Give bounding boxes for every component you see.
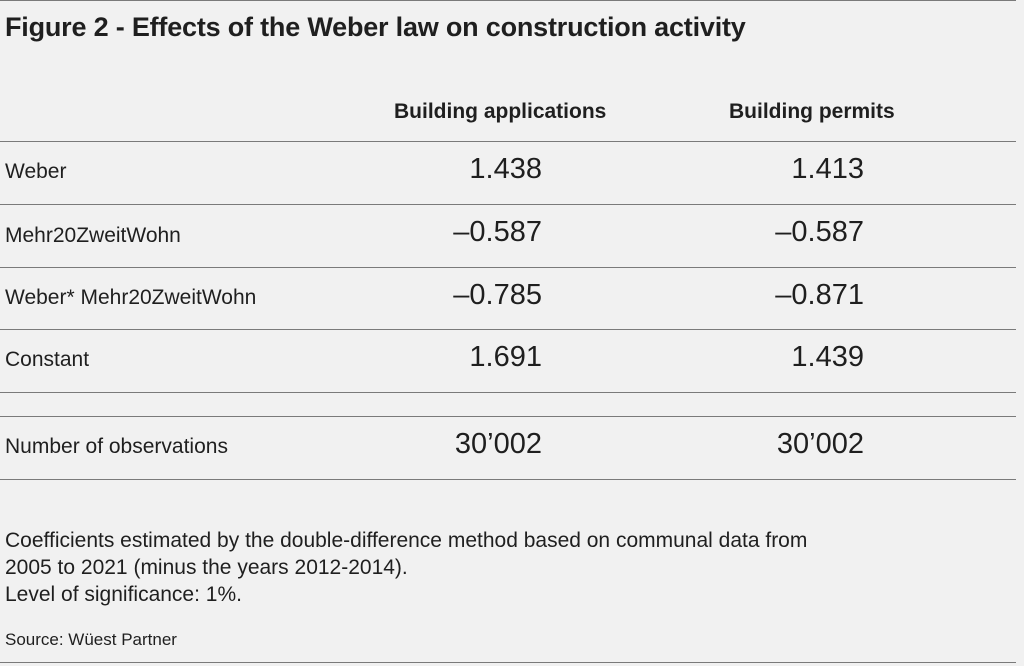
cell-mehr20-permits: –0.587	[775, 216, 864, 248]
footer-rule	[0, 662, 1016, 663]
cell-interaction-permits: –0.871	[775, 279, 864, 311]
row-label-weber: Weber	[5, 160, 67, 183]
source-note: Source: Wüest Partner	[5, 630, 177, 649]
footnote-line: Coefficients estimated by the double-dif…	[5, 529, 808, 552]
cell-observations-permits: 30’002	[776, 428, 864, 460]
row-label-mehr20zweitwohn: Mehr20ZweitWohn	[5, 224, 181, 247]
footnote-line: 2005 to 2021 (minus the years 2012-2014)…	[5, 556, 408, 579]
row-label-constant: Constant	[5, 348, 90, 371]
row-rule	[0, 329, 1016, 330]
row-rule	[0, 416, 1016, 417]
row-rule	[0, 392, 1016, 393]
row-label-interaction: Weber* Mehr20ZweitWohn	[5, 286, 257, 309]
cell-constant-applications: 1.691	[469, 341, 542, 373]
cell-mehr20-applications: –0.587	[453, 216, 542, 248]
header-rule	[0, 141, 1016, 142]
bottom-table-rule	[0, 479, 1016, 480]
chart-title: Figure 2 - Effects of the Weber law on c…	[5, 12, 746, 42]
top-rule	[0, 0, 1016, 1]
cell-observations-applications: 30’002	[454, 428, 542, 460]
cell-weber-permits: 1.413	[791, 153, 864, 185]
row-rule	[0, 267, 1016, 268]
footnote: Coefficients estimated by the double-dif…	[5, 527, 1005, 608]
column-header-applications: Building applications	[394, 100, 607, 123]
row-label-observations: Number of observations	[5, 435, 228, 458]
cell-interaction-applications: –0.785	[453, 279, 542, 311]
footnote-line: Level of significance: 1%.	[5, 583, 242, 606]
cell-constant-permits: 1.439	[791, 341, 864, 373]
row-rule	[0, 204, 1016, 205]
cell-weber-applications: 1.438	[469, 153, 542, 185]
column-header-permits: Building permits	[729, 100, 895, 123]
